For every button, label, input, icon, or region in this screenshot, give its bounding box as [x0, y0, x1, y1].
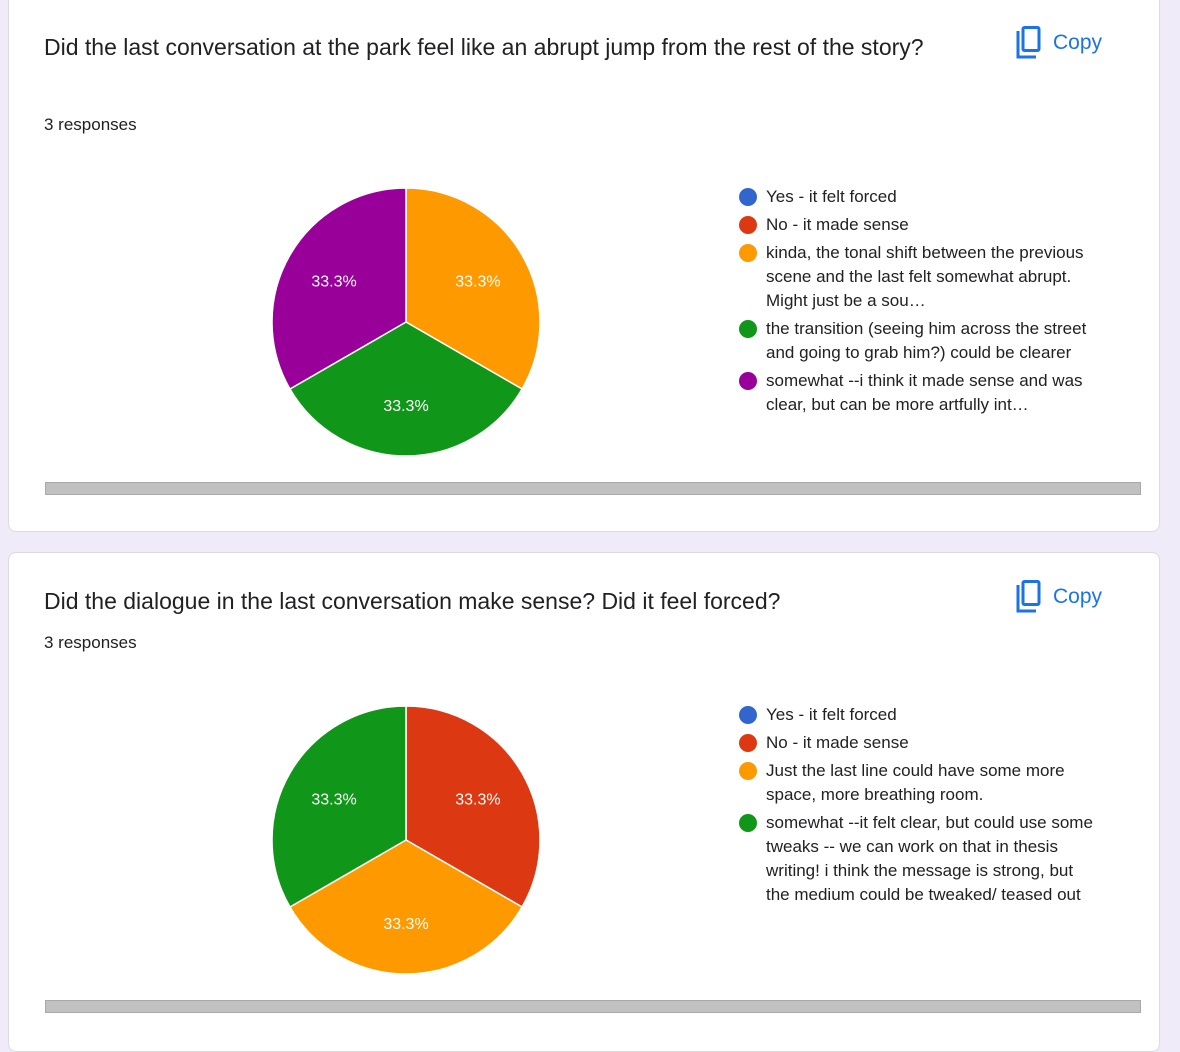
pie-slice[interactable] [271, 705, 407, 909]
legend-item: Yes - it felt forced [739, 185, 1099, 209]
copy-icon [1016, 26, 1041, 59]
pie-slice[interactable] [405, 705, 541, 909]
legend-swatch [739, 320, 757, 338]
horizontal-scrollbar[interactable] [45, 482, 1141, 495]
legend-item: the transition (seeing him across the st… [739, 317, 1099, 365]
legend-label: No - it made sense [766, 215, 909, 234]
question-title: Did the dialogue in the last conversatio… [44, 588, 781, 614]
question-card-2: Did the dialogue in the last conversatio… [8, 552, 1160, 1052]
legend-label: the transition (seeing him across the st… [766, 319, 1087, 362]
pie-chart: 33.3% 33.3% 33.3% [271, 187, 541, 457]
legend-swatch [739, 244, 757, 262]
slice-label: 33.3% [383, 916, 428, 933]
legend-label: Just the last line could have some more … [766, 761, 1065, 804]
pie-slice[interactable] [405, 187, 541, 391]
legend-label: Yes - it felt forced [766, 187, 897, 206]
legend-item: somewhat --i think it made sense and was… [739, 369, 1099, 417]
legend-item: No - it made sense [739, 731, 1099, 755]
legend-item: No - it made sense [739, 213, 1099, 237]
copy-chart-button[interactable]: Copy [1015, 577, 1125, 617]
legend-swatch [739, 762, 757, 780]
pie-chart: 33.3% 33.3% 33.3% [271, 705, 541, 975]
slice-label: 33.3% [311, 791, 356, 808]
legend-label: Yes - it felt forced [766, 705, 897, 724]
copy-label: Copy [1053, 585, 1103, 608]
response-count: 3 responses [44, 115, 137, 134]
legend-swatch [739, 216, 757, 234]
horizontal-scrollbar[interactable] [45, 1000, 1141, 1013]
legend-item: Yes - it felt forced [739, 703, 1099, 727]
legend-swatch [739, 814, 757, 832]
legend-item: Just the last line could have some more … [739, 759, 1099, 807]
slice-label: 33.3% [311, 273, 356, 290]
chart-legend: Yes - it felt forced No - it made sense ki… [739, 185, 1099, 421]
slice-label: 33.3% [383, 398, 428, 415]
legend-swatch [739, 188, 757, 206]
legend-item: somewhat --it felt clear, but could use … [739, 811, 1099, 907]
legend-label: somewhat --it felt clear, but could use … [766, 813, 1093, 904]
legend-item: kinda, the tonal shift between the previ… [739, 241, 1099, 313]
legend-swatch [739, 734, 757, 752]
pie-slice[interactable] [271, 187, 407, 391]
legend-swatch [739, 706, 757, 724]
response-count: 3 responses [44, 633, 137, 652]
question-card-1: Did the last conversation at the park fe… [8, 0, 1160, 532]
legend-label: No - it made sense [766, 733, 909, 752]
copy-label: Copy [1053, 31, 1103, 54]
slice-label: 33.3% [455, 791, 500, 808]
slice-label: 33.3% [455, 273, 500, 290]
copy-chart-button[interactable]: Copy [1015, 23, 1125, 63]
copy-icon [1016, 580, 1041, 613]
chart-legend: Yes - it felt forced No - it made sense Ju… [739, 703, 1099, 911]
legend-swatch [739, 372, 757, 390]
legend-label: kinda, the tonal shift between the previ… [766, 243, 1084, 310]
question-title: Did the last conversation at the park fe… [44, 34, 924, 60]
legend-label: somewhat --i think it made sense and was… [766, 371, 1083, 414]
